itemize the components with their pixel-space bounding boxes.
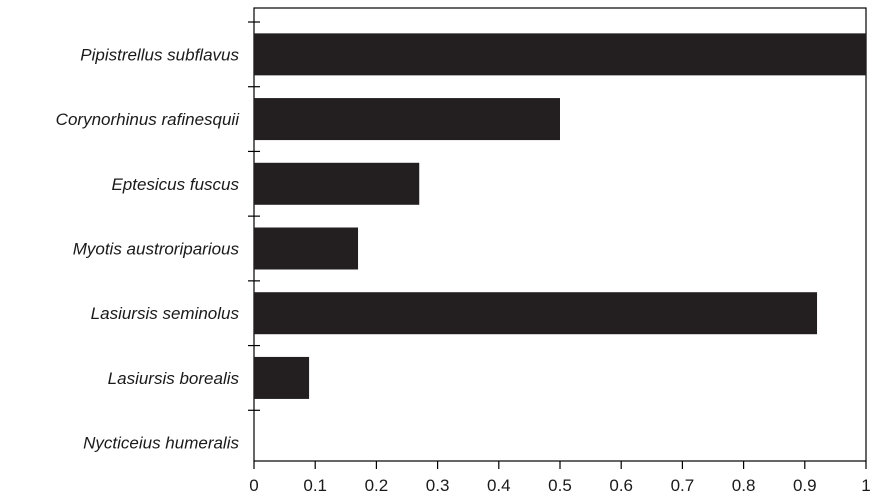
category-label: Lasiursis borealis xyxy=(108,369,240,388)
bar-lasiursis-borealis xyxy=(254,356,310,399)
x-tick-label: 0.5 xyxy=(548,476,572,495)
x-tick-label: 0.6 xyxy=(609,476,633,495)
category-label: Eptesicus fuscus xyxy=(111,175,239,194)
x-axis: 0 0.1 0.2 0.3 0.4 0.5 0.6 0.7 0.8 0.9 1 xyxy=(249,461,871,495)
category-label: Lasiursis seminolus xyxy=(91,304,240,323)
y-axis: Pipistrellus subflavus Corynorhinus rafin… xyxy=(56,21,260,453)
bars-group xyxy=(254,33,866,399)
x-tick-label: 0.7 xyxy=(671,476,695,495)
bar-pipistrellus-subflavus xyxy=(254,33,866,76)
bar-myotis-austroriparious xyxy=(254,227,359,270)
x-tick-label: 1 xyxy=(861,476,870,495)
x-tick-label: 0.9 xyxy=(793,476,817,495)
x-tick-label: 0.4 xyxy=(487,476,511,495)
x-tick-label: 0.2 xyxy=(365,476,389,495)
category-label: Corynorhinus rafinesquii xyxy=(56,110,241,129)
x-tick-label: 0.8 xyxy=(732,476,756,495)
category-label: Myotis austroriparious xyxy=(73,240,240,259)
x-tick-label: 0.3 xyxy=(426,476,450,495)
category-label: Pipistrellus subflavus xyxy=(80,45,239,64)
bar-eptesicus-fuscus xyxy=(254,162,420,205)
bar-corynorhinus-rafinesquii xyxy=(254,98,560,141)
bar-lasiursis-seminolus xyxy=(254,292,818,335)
x-tick-label: 0.1 xyxy=(303,476,327,495)
x-tick-label: 0 xyxy=(249,476,258,495)
category-label: Nycticeius humeralis xyxy=(83,434,239,453)
